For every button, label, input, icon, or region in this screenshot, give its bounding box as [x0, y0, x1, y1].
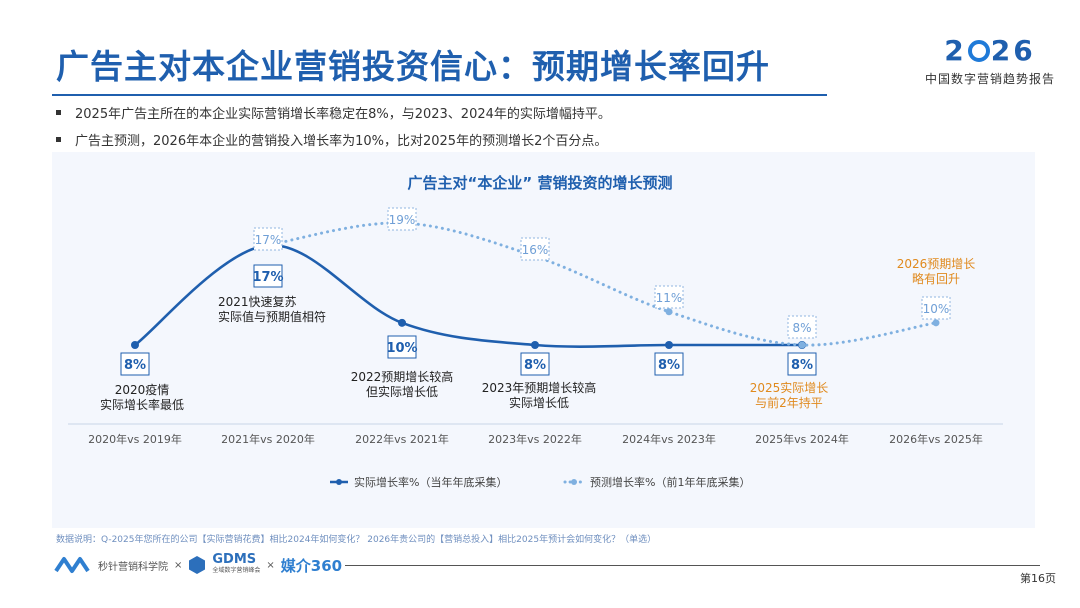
logo-gdms: GDMS 全域数字营销峰会 [212, 552, 261, 576]
miaozhen-logo-icon [54, 557, 90, 573]
x-tick-label: 2021年vs 2020年 [221, 432, 315, 446]
x-tick-label: 2022年vs 2021年 [355, 432, 449, 446]
chart-annotation: 2021快速复苏 [218, 295, 297, 309]
forecast-point [798, 341, 806, 349]
title-divider [52, 94, 827, 96]
forecast-data-label: 16% [522, 243, 549, 257]
chart-annotation: 实际增长率最低 [100, 397, 184, 412]
actual-data-label: 10% [386, 341, 417, 356]
x-tick-label: 2024年vs 2023年 [622, 432, 716, 446]
chart-title: 广告主对“本企业” 营销投资的增长预测 [407, 174, 673, 192]
actual-data-label: 8% [524, 358, 546, 373]
forecast-point [665, 308, 673, 316]
brand-year-b: 26 [990, 34, 1036, 67]
actual-point [398, 318, 406, 327]
actual-growth-line [133, 243, 804, 348]
gdms-logo-icon [189, 556, 206, 574]
bullet-item: 广告主预测，2026年本企业的营销投入增长率为10%，比对2025年的预测增长2… [56, 128, 611, 155]
brand-o-icon [967, 40, 990, 62]
brand-year-a: 2 [944, 34, 967, 67]
chart-annotation: 实际值与预期值相符 [218, 309, 326, 324]
actual-data-label-box [787, 352, 817, 376]
actual-point [131, 341, 139, 349]
brand-subtitle: 中国数字营销趋势报告 [924, 72, 1055, 86]
logo-separator: × [174, 559, 183, 571]
gdms-sub-text: 全域数字营销峰会 [212, 567, 261, 574]
bullet-text: 2025年广告主所在的本企业实际营销增长率稳定在8%，与2023、2024年的实… [75, 107, 611, 122]
forecast-growth-line [266, 221, 938, 347]
forecast-data-label-box [387, 207, 417, 231]
page-number: 第16页 [1020, 572, 1056, 585]
forecast-data-label: 19% [389, 213, 416, 227]
actual-data-label-box [520, 352, 550, 376]
x-tick-label: 2026年vs 2025年 [889, 432, 983, 446]
actual-data-label: 8% [791, 358, 813, 373]
legend-actual-marker [336, 479, 342, 485]
forecast-data-label: 11% [656, 291, 683, 305]
forecast-data-label-box [520, 237, 550, 261]
forecast-data-label: 17% [255, 233, 282, 247]
actual-data-label-box [654, 352, 684, 376]
forecast-data-label-box [253, 227, 283, 251]
logo-meijie360: 媒介360 [280, 556, 343, 575]
chart-annotation: 略有回升 [912, 271, 960, 286]
actual-data-label: 17% [252, 270, 283, 285]
legend-forecast-marker [571, 479, 577, 485]
bullet-item: 2025年广告主所在的本企业实际营销增长率稳定在8%，与2023、2024年的实… [56, 101, 611, 128]
chart-annotation: 2020疫情 [115, 382, 170, 397]
chart-annotation: 实际增长低 [509, 395, 569, 410]
bullet-dot-icon [56, 137, 61, 142]
chart-panel [52, 152, 1035, 528]
chart-annotation: 2026预期增长 [897, 257, 976, 271]
data-note: 数据说明：Q-2025年您所在的公司【实际营销花费】相比2024年如何变化？ 2… [56, 535, 657, 545]
actual-data-label: 8% [124, 358, 146, 373]
chart-annotation: 2023年预期增长较高 [482, 380, 597, 395]
x-tick-label: 2025年vs 2024年 [755, 432, 849, 446]
brand-year: 2 26 [920, 34, 1060, 67]
chart-annotation: 与前2年持平 [755, 395, 823, 410]
chart-annotation: 2025实际增长 [750, 380, 829, 395]
actual-data-label: 8% [658, 358, 680, 373]
x-tick-label: 2020年vs 2019年 [88, 432, 182, 446]
actual-data-label-box [387, 335, 417, 359]
forecast-data-label-box [654, 285, 684, 309]
forecast-data-label: 10% [923, 302, 950, 316]
bullet-text: 广告主预测，2026年本企业的营销投入增长率为10%，比对2025年的预测增长2… [75, 134, 608, 149]
footer-divider [345, 565, 1040, 566]
actual-data-label-box [120, 352, 150, 376]
x-tick-label: 2023年vs 2022年 [488, 432, 582, 446]
logo1-text: 秒针营销科学院 [98, 561, 168, 573]
forecast-data-label-box [787, 315, 817, 339]
legend-actual-label: 实际增长率%（当年年底采集） [354, 475, 507, 489]
logo-miaozhen: 秒针营销科学院 [54, 555, 168, 575]
chart-annotation: 2022预期增长较高 [351, 369, 454, 384]
logo-separator: × [266, 559, 275, 571]
actual-point [665, 341, 673, 349]
forecast-point [932, 319, 940, 327]
bullet-dot-icon [56, 110, 61, 115]
footer-logos: 秒针营销科学院 × GDMS 全域数字营销峰会 × 媒介360 [54, 552, 342, 578]
chart-annotation: 但实际增长低 [366, 384, 438, 399]
forecast-data-label-box [921, 296, 951, 320]
legend-forecast-label: 预测增长率%（前1年年底采集） [590, 475, 750, 489]
bullet-list: 2025年广告主所在的本企业实际营销增长率稳定在8%，与2023、2024年的实… [56, 101, 611, 155]
actual-data-label-box [253, 264, 283, 288]
gdms-text: GDMS [212, 552, 257, 567]
forecast-data-label: 8% [792, 321, 811, 335]
page-title: 广告主对本企业营销投资信心：预期增长率回升 [56, 47, 770, 86]
brand-logo: 2 26 中国数字营销趋势报告 [920, 34, 1060, 87]
actual-point [531, 341, 539, 349]
